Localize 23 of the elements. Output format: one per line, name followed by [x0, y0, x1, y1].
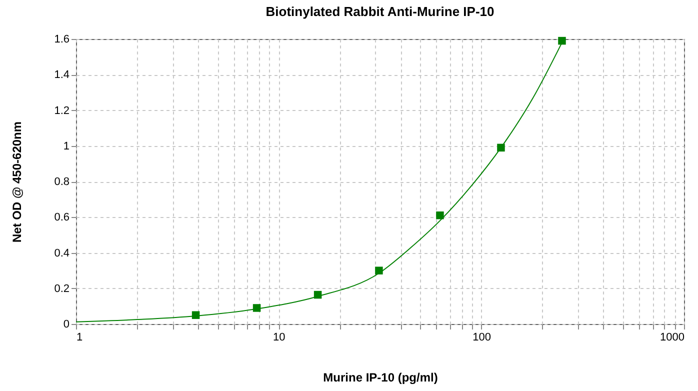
point: [192, 311, 200, 319]
point: [436, 211, 444, 220]
point: [497, 144, 505, 152]
chart-title: Biotinylated Rabbit Anti-Murine IP-10: [266, 4, 494, 19]
x-tick-label: 10: [273, 332, 286, 344]
x-tick-label: 100: [472, 332, 492, 344]
point: [558, 36, 566, 45]
y-tick-label: 1: [63, 140, 70, 152]
y-tick-label: 0.4: [54, 247, 70, 260]
y-tick-label: 1.2: [54, 104, 70, 117]
y-tick-label: 0.8: [54, 176, 70, 188]
y-tick-label: 1.4: [54, 69, 70, 82]
y-tick-label: 0.2: [54, 282, 70, 295]
y-tick-label: 0: [63, 318, 70, 330]
y-axis-title: Net OD @ 450-620nm: [10, 121, 24, 243]
x-tick-label: 1000: [660, 332, 684, 344]
point: [375, 266, 383, 274]
x-tick-label: 1: [76, 332, 83, 344]
point: [252, 304, 261, 312]
x-axis-title: Murine IP-10 (pg/ml): [323, 370, 438, 384]
point: [314, 290, 322, 299]
y-tick-label: 0.6: [54, 212, 70, 224]
y-tick-label: 1.6: [54, 34, 70, 46]
